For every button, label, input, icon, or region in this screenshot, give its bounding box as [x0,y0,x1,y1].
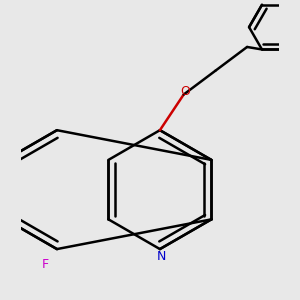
Text: F: F [41,258,49,272]
Text: O: O [181,85,190,98]
Text: N: N [157,250,167,263]
